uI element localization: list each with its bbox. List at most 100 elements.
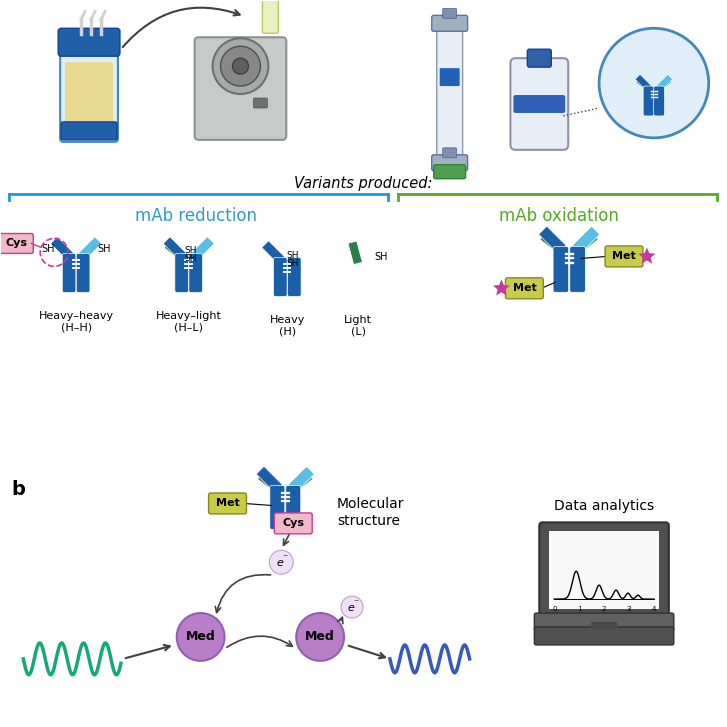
Text: (H–L): (H–L) <box>174 322 203 332</box>
FancyBboxPatch shape <box>175 254 188 292</box>
Polygon shape <box>636 78 648 89</box>
Polygon shape <box>163 237 186 260</box>
Circle shape <box>212 39 268 94</box>
Text: SH: SH <box>286 259 299 268</box>
Circle shape <box>599 28 709 138</box>
FancyBboxPatch shape <box>440 68 459 86</box>
Text: (L): (L) <box>350 326 366 336</box>
Text: Heavy–heavy: Heavy–heavy <box>39 311 113 321</box>
Text: mAb reduction: mAb reduction <box>134 206 257 225</box>
Text: 0: 0 <box>552 606 556 612</box>
FancyBboxPatch shape <box>570 246 585 292</box>
Text: b: b <box>12 480 25 499</box>
FancyBboxPatch shape <box>63 254 76 292</box>
Polygon shape <box>638 247 656 264</box>
Polygon shape <box>578 232 598 251</box>
Text: mAb oxidation: mAb oxidation <box>499 206 619 225</box>
Text: Cys: Cys <box>5 238 28 249</box>
Text: SH: SH <box>41 244 55 254</box>
FancyBboxPatch shape <box>539 523 669 618</box>
Circle shape <box>177 613 225 661</box>
Text: Med: Med <box>305 630 335 643</box>
Text: Med: Med <box>186 630 215 643</box>
Text: SH: SH <box>97 244 111 254</box>
Text: ⁻: ⁻ <box>283 553 288 563</box>
FancyBboxPatch shape <box>270 486 285 529</box>
FancyBboxPatch shape <box>550 531 659 609</box>
Text: SH: SH <box>185 254 197 263</box>
Polygon shape <box>51 237 73 260</box>
Text: 2: 2 <box>602 606 606 612</box>
FancyBboxPatch shape <box>76 254 90 292</box>
Polygon shape <box>257 472 277 490</box>
Polygon shape <box>572 226 600 254</box>
Polygon shape <box>262 241 285 264</box>
Polygon shape <box>79 237 102 260</box>
Circle shape <box>220 47 260 86</box>
FancyBboxPatch shape <box>286 486 301 529</box>
Polygon shape <box>191 237 214 260</box>
Text: 4: 4 <box>651 606 656 612</box>
FancyBboxPatch shape <box>605 246 643 267</box>
Polygon shape <box>540 232 561 251</box>
Polygon shape <box>656 74 672 91</box>
FancyBboxPatch shape <box>432 15 467 31</box>
FancyBboxPatch shape <box>434 165 465 179</box>
FancyBboxPatch shape <box>510 58 569 150</box>
FancyBboxPatch shape <box>654 86 664 116</box>
FancyBboxPatch shape <box>534 627 674 645</box>
Polygon shape <box>256 466 282 492</box>
Text: Met: Met <box>513 284 537 293</box>
Text: Molecular
structure: Molecular structure <box>337 497 405 528</box>
Circle shape <box>341 596 363 618</box>
Text: SH: SH <box>286 251 299 260</box>
FancyBboxPatch shape <box>60 36 118 142</box>
Text: Cys: Cys <box>282 518 305 529</box>
Polygon shape <box>493 279 510 296</box>
FancyBboxPatch shape <box>513 95 565 113</box>
FancyBboxPatch shape <box>287 257 301 297</box>
FancyBboxPatch shape <box>553 246 569 292</box>
FancyBboxPatch shape <box>443 148 457 158</box>
FancyBboxPatch shape <box>643 86 654 116</box>
Text: Data analytics: Data analytics <box>554 499 654 513</box>
Text: 1: 1 <box>577 606 582 612</box>
Text: Met: Met <box>612 252 636 262</box>
Circle shape <box>233 58 249 74</box>
Text: (H): (H) <box>278 326 296 336</box>
FancyBboxPatch shape <box>534 613 674 631</box>
Text: (H–H): (H–H) <box>60 322 92 332</box>
Polygon shape <box>348 241 362 265</box>
Polygon shape <box>659 78 672 89</box>
FancyBboxPatch shape <box>262 0 278 33</box>
FancyBboxPatch shape <box>189 254 203 292</box>
Text: Heavy: Heavy <box>270 316 305 325</box>
Text: SH: SH <box>185 246 197 255</box>
FancyBboxPatch shape <box>58 28 120 56</box>
Polygon shape <box>635 74 652 91</box>
Text: e: e <box>277 558 284 569</box>
FancyBboxPatch shape <box>0 233 33 254</box>
Text: e: e <box>348 603 355 613</box>
Polygon shape <box>289 466 314 492</box>
FancyBboxPatch shape <box>591 622 617 629</box>
Text: Met: Met <box>216 499 239 508</box>
Text: 3: 3 <box>627 606 631 612</box>
FancyBboxPatch shape <box>527 49 551 67</box>
FancyBboxPatch shape <box>254 98 268 108</box>
FancyBboxPatch shape <box>195 37 286 140</box>
Text: Heavy–light: Heavy–light <box>156 311 222 321</box>
Circle shape <box>297 613 344 661</box>
Polygon shape <box>539 226 566 254</box>
Text: Variants produced:: Variants produced: <box>294 176 432 191</box>
FancyBboxPatch shape <box>505 278 543 299</box>
FancyBboxPatch shape <box>437 23 462 157</box>
FancyBboxPatch shape <box>273 257 287 297</box>
FancyBboxPatch shape <box>209 493 246 514</box>
FancyBboxPatch shape <box>432 155 467 171</box>
FancyBboxPatch shape <box>274 513 312 534</box>
Polygon shape <box>294 472 313 490</box>
Text: Light: Light <box>344 316 372 325</box>
Text: ⁻: ⁻ <box>353 598 358 608</box>
FancyBboxPatch shape <box>65 62 113 134</box>
